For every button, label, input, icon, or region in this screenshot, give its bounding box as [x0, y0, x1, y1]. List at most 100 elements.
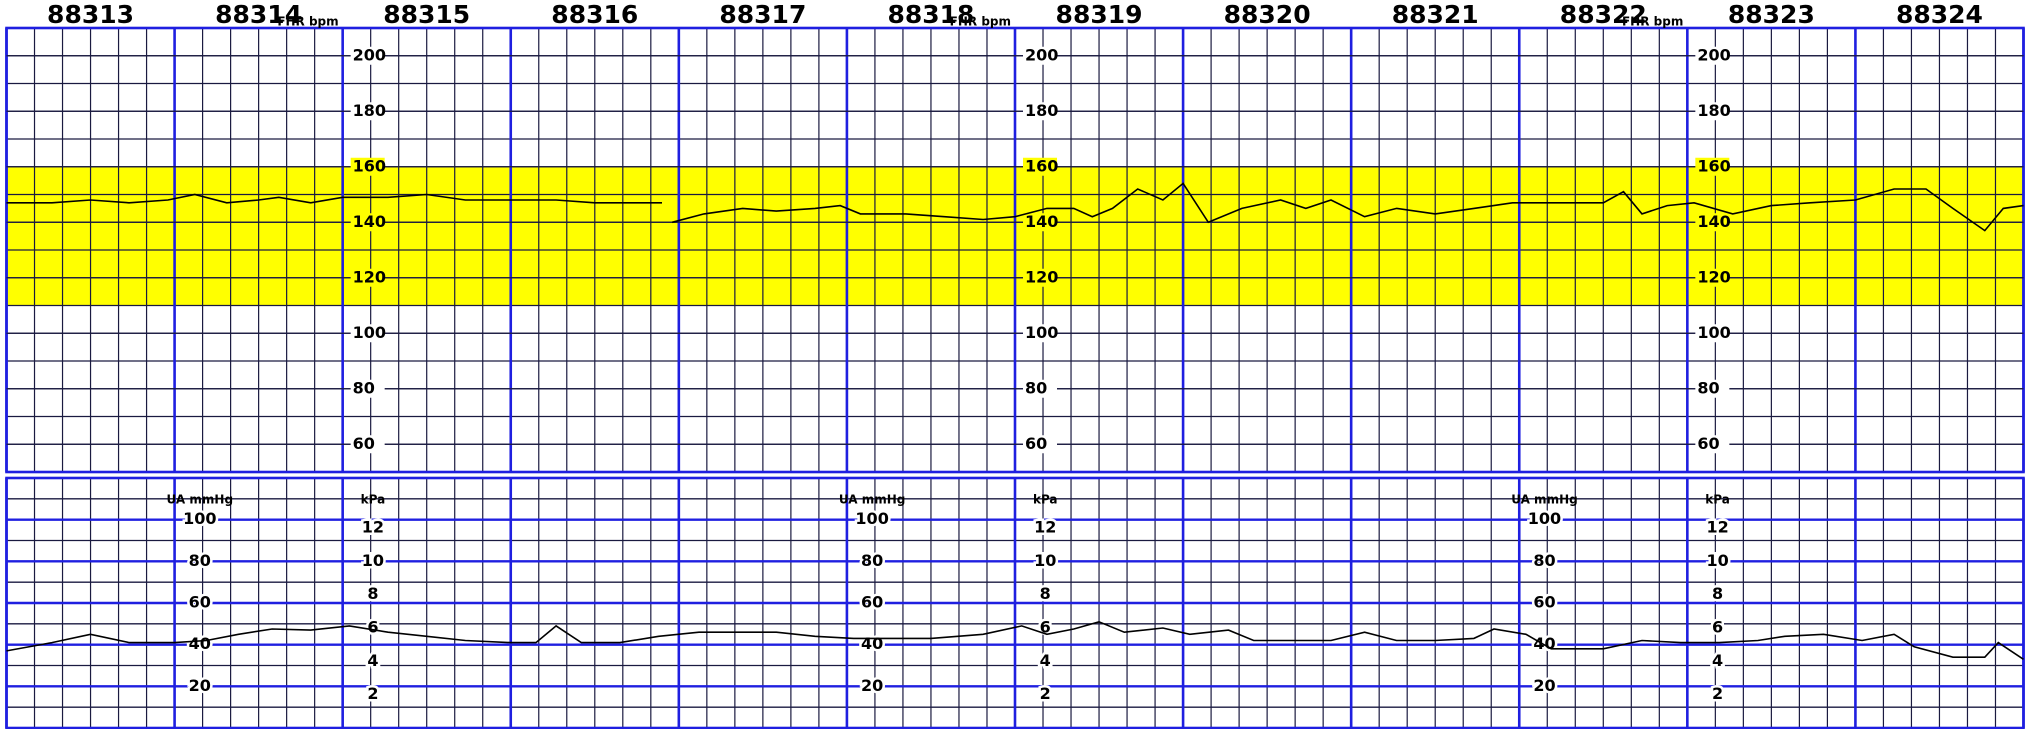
minute-label: 88313 [47, 0, 134, 29]
y-tick-label: 100 [1528, 509, 1561, 528]
y-tick-label: 160 [353, 156, 386, 175]
y-tick-label: 180 [1697, 101, 1730, 120]
y2-tick-label: 10 [362, 551, 384, 570]
tick-bg [1023, 324, 1057, 343]
axis-label: kPa [361, 493, 386, 507]
axis-label: FHR bpm [277, 15, 338, 29]
tick-bg [1695, 268, 1730, 287]
y-tick-label: 60 [189, 593, 211, 612]
axis-label: UA mmHg [839, 493, 905, 507]
axis-label: FHR bpm [950, 15, 1011, 29]
y-tick-label: 20 [861, 676, 883, 695]
tick-bg [1023, 213, 1057, 232]
tick-bg [1695, 46, 1730, 65]
y-tick-label: 80 [1025, 378, 1047, 397]
tick-bg [1023, 46, 1057, 65]
y-tick-label: 20 [189, 676, 211, 695]
axis-label: kPa [1033, 493, 1058, 507]
y-tick-label: 100 [183, 509, 216, 528]
tick-bg [1023, 435, 1057, 454]
tick-bg [1023, 268, 1057, 287]
tick-bg [1023, 102, 1057, 121]
minute-label: 88318 [887, 0, 974, 29]
tick-bg [350, 379, 385, 398]
y-tick-label: 160 [1025, 156, 1058, 175]
tick-bg [1695, 379, 1730, 398]
tick-bg [1695, 157, 1730, 176]
tick-bg [350, 46, 385, 65]
y-tick-label: 140 [353, 212, 386, 231]
y-tick-label: 100 [1697, 323, 1730, 342]
y2-tick-label: 10 [1034, 551, 1056, 570]
tick-bg [1023, 157, 1057, 176]
y2-tick-label: 8 [1712, 584, 1723, 603]
minute-label: 88324 [1896, 0, 1983, 29]
y-tick-label: 40 [1533, 634, 1555, 653]
y-tick-label: 60 [1697, 434, 1719, 453]
y-tick-label: 120 [353, 267, 386, 286]
y2-tick-label: 4 [1040, 651, 1051, 670]
y-tick-label: 140 [1697, 212, 1730, 231]
minute-label: 88323 [1728, 0, 1815, 29]
y2-tick-label: 4 [1712, 651, 1723, 670]
y-tick-label: 40 [861, 634, 883, 653]
y-tick-label: 100 [1025, 323, 1058, 342]
y-tick-label: 200 [1697, 45, 1730, 64]
tick-bg [1695, 213, 1730, 232]
y2-tick-label: 4 [367, 651, 378, 670]
y-tick-label: 80 [861, 551, 883, 570]
y-tick-label: 60 [1533, 593, 1555, 612]
y-tick-label: 80 [1697, 378, 1719, 397]
y-tick-label: 80 [1533, 551, 1555, 570]
y2-tick-label: 12 [362, 518, 384, 537]
y-tick-label: 60 [861, 593, 883, 612]
y2-tick-label: 12 [1706, 518, 1728, 537]
y-tick-label: 140 [1025, 212, 1058, 231]
y-tick-label: 80 [189, 551, 211, 570]
y2-tick-label: 2 [1040, 684, 1051, 703]
axis-label: UA mmHg [167, 493, 233, 507]
y-tick-label: 200 [353, 45, 386, 64]
y-tick-label: 200 [1025, 45, 1058, 64]
trace [6, 620, 2024, 660]
tick-bg [350, 157, 385, 176]
y2-tick-label: 8 [367, 584, 378, 603]
y-tick-label: 100 [855, 509, 888, 528]
y2-tick-label: 12 [1034, 518, 1056, 537]
minute-label: 88317 [719, 0, 806, 29]
minute-label: 88321 [1392, 0, 1479, 29]
y2-tick-label: 10 [1706, 551, 1728, 570]
tick-bg [350, 324, 385, 343]
y-tick-label: 20 [1533, 676, 1555, 695]
y-tick-label: 60 [353, 434, 375, 453]
y-tick-label: 60 [1025, 434, 1047, 453]
tick-bg [1023, 379, 1057, 398]
y2-tick-label: 2 [367, 684, 378, 703]
tick-bg [1695, 102, 1730, 121]
tick-bg [350, 435, 385, 454]
minute-label: 88322 [1560, 0, 1647, 29]
y2-tick-label: 2 [1712, 684, 1723, 703]
trace [6, 182, 2024, 232]
minute-label: 88320 [1224, 0, 1311, 29]
tick-bg [350, 268, 385, 287]
y-tick-label: 100 [353, 323, 386, 342]
minute-label: 88315 [383, 0, 470, 29]
y-tick-label: 180 [353, 101, 386, 120]
y-tick-label: 180 [1025, 101, 1058, 120]
panel-border [5, 26, 2025, 474]
y-tick-label: 120 [1697, 267, 1730, 286]
minute-label: 88316 [551, 0, 638, 29]
tick-bg [350, 213, 385, 232]
axis-label: FHR bpm [1622, 15, 1683, 29]
y2-tick-label: 8 [1040, 584, 1051, 603]
minute-label: 88314 [215, 0, 302, 29]
y-tick-label: 80 [353, 378, 375, 397]
y2-tick-label: 6 [367, 618, 378, 637]
axis-label: UA mmHg [1511, 493, 1577, 507]
tick-bg [1695, 435, 1730, 454]
tick-bg [1695, 324, 1730, 343]
y-tick-label: 120 [1025, 267, 1058, 286]
